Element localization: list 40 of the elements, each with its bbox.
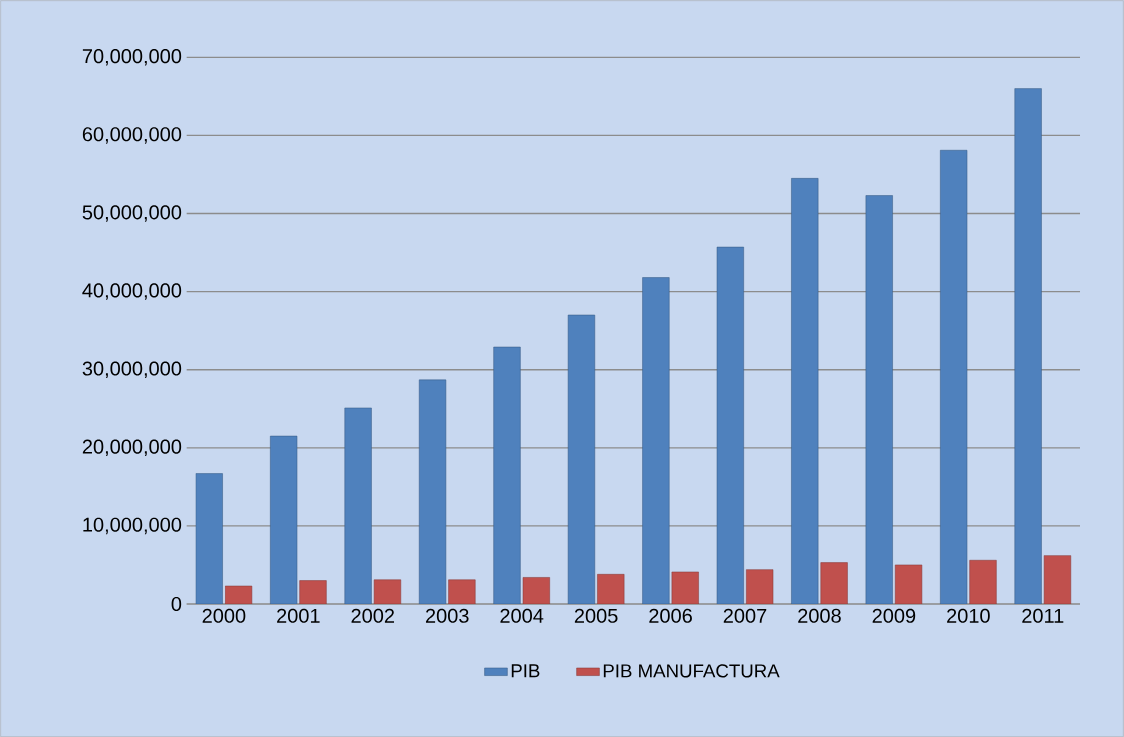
bar bbox=[642, 277, 670, 604]
bar bbox=[865, 195, 893, 604]
y-tick-label: 50,000,000 bbox=[82, 205, 182, 222]
bar bbox=[791, 177, 819, 604]
bar bbox=[270, 435, 298, 604]
x-tick-label: 2002 bbox=[351, 608, 395, 623]
y-tick-label: 60,000,000 bbox=[82, 127, 182, 144]
bar bbox=[448, 579, 476, 604]
bar bbox=[716, 246, 744, 604]
x-tick-label: 2000 bbox=[202, 608, 246, 623]
x-tick-label: 2006 bbox=[649, 608, 692, 623]
bar bbox=[344, 407, 372, 604]
x-tick-label: 2009 bbox=[872, 608, 916, 623]
bar bbox=[820, 562, 848, 604]
x-tick-label: 2004 bbox=[500, 608, 544, 623]
y-tick-label: 70,000,000 bbox=[82, 48, 182, 66]
x-tick-label: 2001 bbox=[277, 608, 320, 623]
x-tick-label: 2010 bbox=[947, 608, 990, 623]
x-tick-label: 2011 bbox=[1022, 608, 1064, 623]
bar bbox=[940, 149, 968, 604]
bar bbox=[567, 314, 596, 604]
y-tick-label: 0 bbox=[171, 596, 182, 611]
x-tick-label: 2007 bbox=[723, 608, 767, 623]
bar bbox=[418, 379, 447, 604]
bar bbox=[195, 473, 223, 604]
bar bbox=[1014, 88, 1042, 604]
bar bbox=[299, 580, 327, 604]
bar bbox=[493, 346, 521, 604]
x-tick-label: 2003 bbox=[425, 608, 469, 623]
bar bbox=[969, 559, 997, 604]
y-tick-label: 40,000,000 bbox=[82, 283, 182, 300]
y-tick-label: 30,000,000 bbox=[82, 361, 182, 378]
x-tick-label: 2005 bbox=[574, 608, 618, 623]
bar bbox=[746, 569, 774, 604]
legend-label: PIB bbox=[511, 664, 540, 678]
y-tick-label: 10,000,000 bbox=[83, 517, 182, 534]
x-tick-label: 2008 bbox=[798, 608, 841, 623]
y-tick-label: 20,000,000 bbox=[82, 439, 182, 456]
legend-label: PIB MANUFACTURA bbox=[603, 664, 780, 678]
bar bbox=[1043, 555, 1072, 604]
